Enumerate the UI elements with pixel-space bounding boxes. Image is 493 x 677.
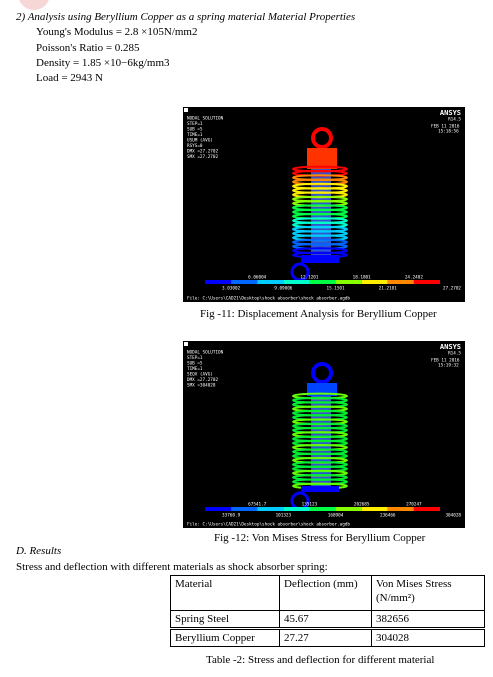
table-header: Material — [170, 575, 280, 611]
results-intro: Stress and deflection with different mat… — [16, 561, 328, 573]
info-line: TIME=1 — [187, 132, 203, 138]
lower-body — [301, 255, 339, 263]
info-line: SUB =5 — [187, 361, 203, 367]
legend-label: 304028 — [445, 513, 461, 519]
legend-label: 9.09006 — [274, 286, 293, 292]
table-cell: 27.27 — [279, 628, 372, 647]
info-line: TIME=1 — [187, 366, 203, 372]
legend-label: 24.2402 — [405, 275, 424, 281]
legend-swatch — [413, 280, 440, 284]
legend-swatch — [335, 280, 362, 284]
legend-swatch — [335, 507, 362, 511]
software-logo: ANSYS — [440, 343, 461, 351]
info-line: SUB =5 — [187, 127, 203, 133]
table-cell: 45.67 — [279, 610, 372, 629]
table-cell: Spring Steel — [170, 610, 280, 629]
legend-swatch — [205, 507, 232, 511]
legend-swatch — [205, 280, 232, 284]
corner-badge — [184, 342, 188, 346]
legend-label: 135123 — [302, 502, 318, 508]
info-line: STEP=1 — [187, 121, 203, 127]
legend-label: 270247 — [406, 502, 422, 508]
property: Poisson's Ratio = 0.285 — [36, 42, 140, 54]
watermark — [19, 0, 49, 10]
legend-label: 12.1201 — [300, 275, 319, 281]
date: FEB 11 2016 — [431, 124, 460, 130]
legend-label: 33760.9 — [222, 513, 241, 519]
time: 15:18:56 — [438, 129, 459, 135]
legend-swatch — [413, 507, 440, 511]
legend-label: 236466 — [380, 513, 396, 519]
legend-label: 27.2702 — [443, 286, 462, 292]
legend-label: 18.1801 — [353, 275, 372, 281]
legend-label: 6.06004 — [248, 275, 267, 281]
info-line: STEP=1 — [187, 355, 203, 361]
legend-label: 202685 — [354, 502, 370, 508]
corner-badge — [184, 108, 188, 112]
legend-swatch — [361, 507, 388, 511]
legend-swatch — [361, 280, 388, 284]
results-table: Material Deflection (mm) Von Mises Stress … — [170, 575, 485, 647]
time: 15:19:32 — [438, 363, 459, 369]
date: FEB 11 2016 — [431, 358, 460, 364]
legend-label: 168904 — [328, 513, 344, 519]
section-heading: 2) Analysis using Beryllium Copper as a … — [16, 11, 356, 23]
info-line: USUM (AVG) — [187, 138, 213, 144]
info-line: NODAL SOLUTION — [187, 116, 224, 122]
legend-swatch — [283, 507, 310, 511]
info-line: SMX =304028 — [187, 383, 216, 389]
legend-swatch — [387, 507, 414, 511]
property: Load = 2943 N — [36, 72, 103, 84]
property: Density = 1.85 ×10−6kg/mm3 — [36, 57, 170, 69]
file-path: File: C:\Users\CAD21\Desktop\shock absor… — [187, 522, 350, 528]
lower-body — [301, 486, 339, 492]
results-heading: D. Results — [16, 545, 62, 557]
info-line: SMX =27.2702 — [187, 154, 218, 160]
table-caption: Table -2: Stress and deflection for diff… — [206, 654, 435, 666]
legend-label: 21.2101 — [379, 286, 398, 292]
legend-swatch — [283, 280, 310, 284]
info-line: DMX =27.2702 — [187, 149, 218, 155]
legend-swatch — [309, 507, 336, 511]
legend-label: 67541.7 — [248, 502, 267, 508]
legend-swatch — [231, 507, 258, 511]
version: R14.5 — [448, 351, 461, 357]
table-header: Von Mises Stress (N/mm²) — [371, 575, 485, 611]
legend-swatch — [387, 280, 414, 284]
table-cell: 304028 — [371, 628, 485, 647]
legend-label: 3.03002 — [222, 286, 241, 292]
info-line: RSYS=0 — [187, 143, 203, 149]
file-path: File: C:\Users\CAD21\Desktop\shock absor… — [187, 296, 350, 302]
figure-caption: Fig -11: Displacement Analysis for Beryl… — [200, 308, 437, 320]
damper-rod — [311, 169, 331, 255]
legend-swatch — [257, 507, 284, 511]
version: R14.5 — [448, 117, 461, 123]
legend-label: 101323 — [276, 513, 292, 519]
table-header: Deflection (mm) — [279, 575, 372, 611]
table-cell: 382656 — [371, 610, 485, 629]
top-cap — [307, 148, 337, 169]
legend-swatch — [257, 280, 284, 284]
legend-swatch — [309, 280, 336, 284]
top-eye — [311, 127, 333, 149]
info-line: DMX =27.2702 — [187, 377, 218, 383]
table-cell: Beryllium Copper — [170, 628, 280, 647]
software-logo: ANSYS — [440, 109, 461, 117]
legend-swatch — [231, 280, 258, 284]
legend-label: 15.1501 — [327, 286, 346, 292]
figure-caption: Fig -12: Von Mises Stress for Beryllium … — [214, 532, 426, 544]
info-line: SEQV (AVG) — [187, 372, 213, 378]
info-line: NODAL SOLUTION — [187, 350, 224, 356]
top-eye — [311, 362, 333, 384]
property: Young's Modulus = 2.8 ×105N/mm2 — [36, 26, 198, 38]
